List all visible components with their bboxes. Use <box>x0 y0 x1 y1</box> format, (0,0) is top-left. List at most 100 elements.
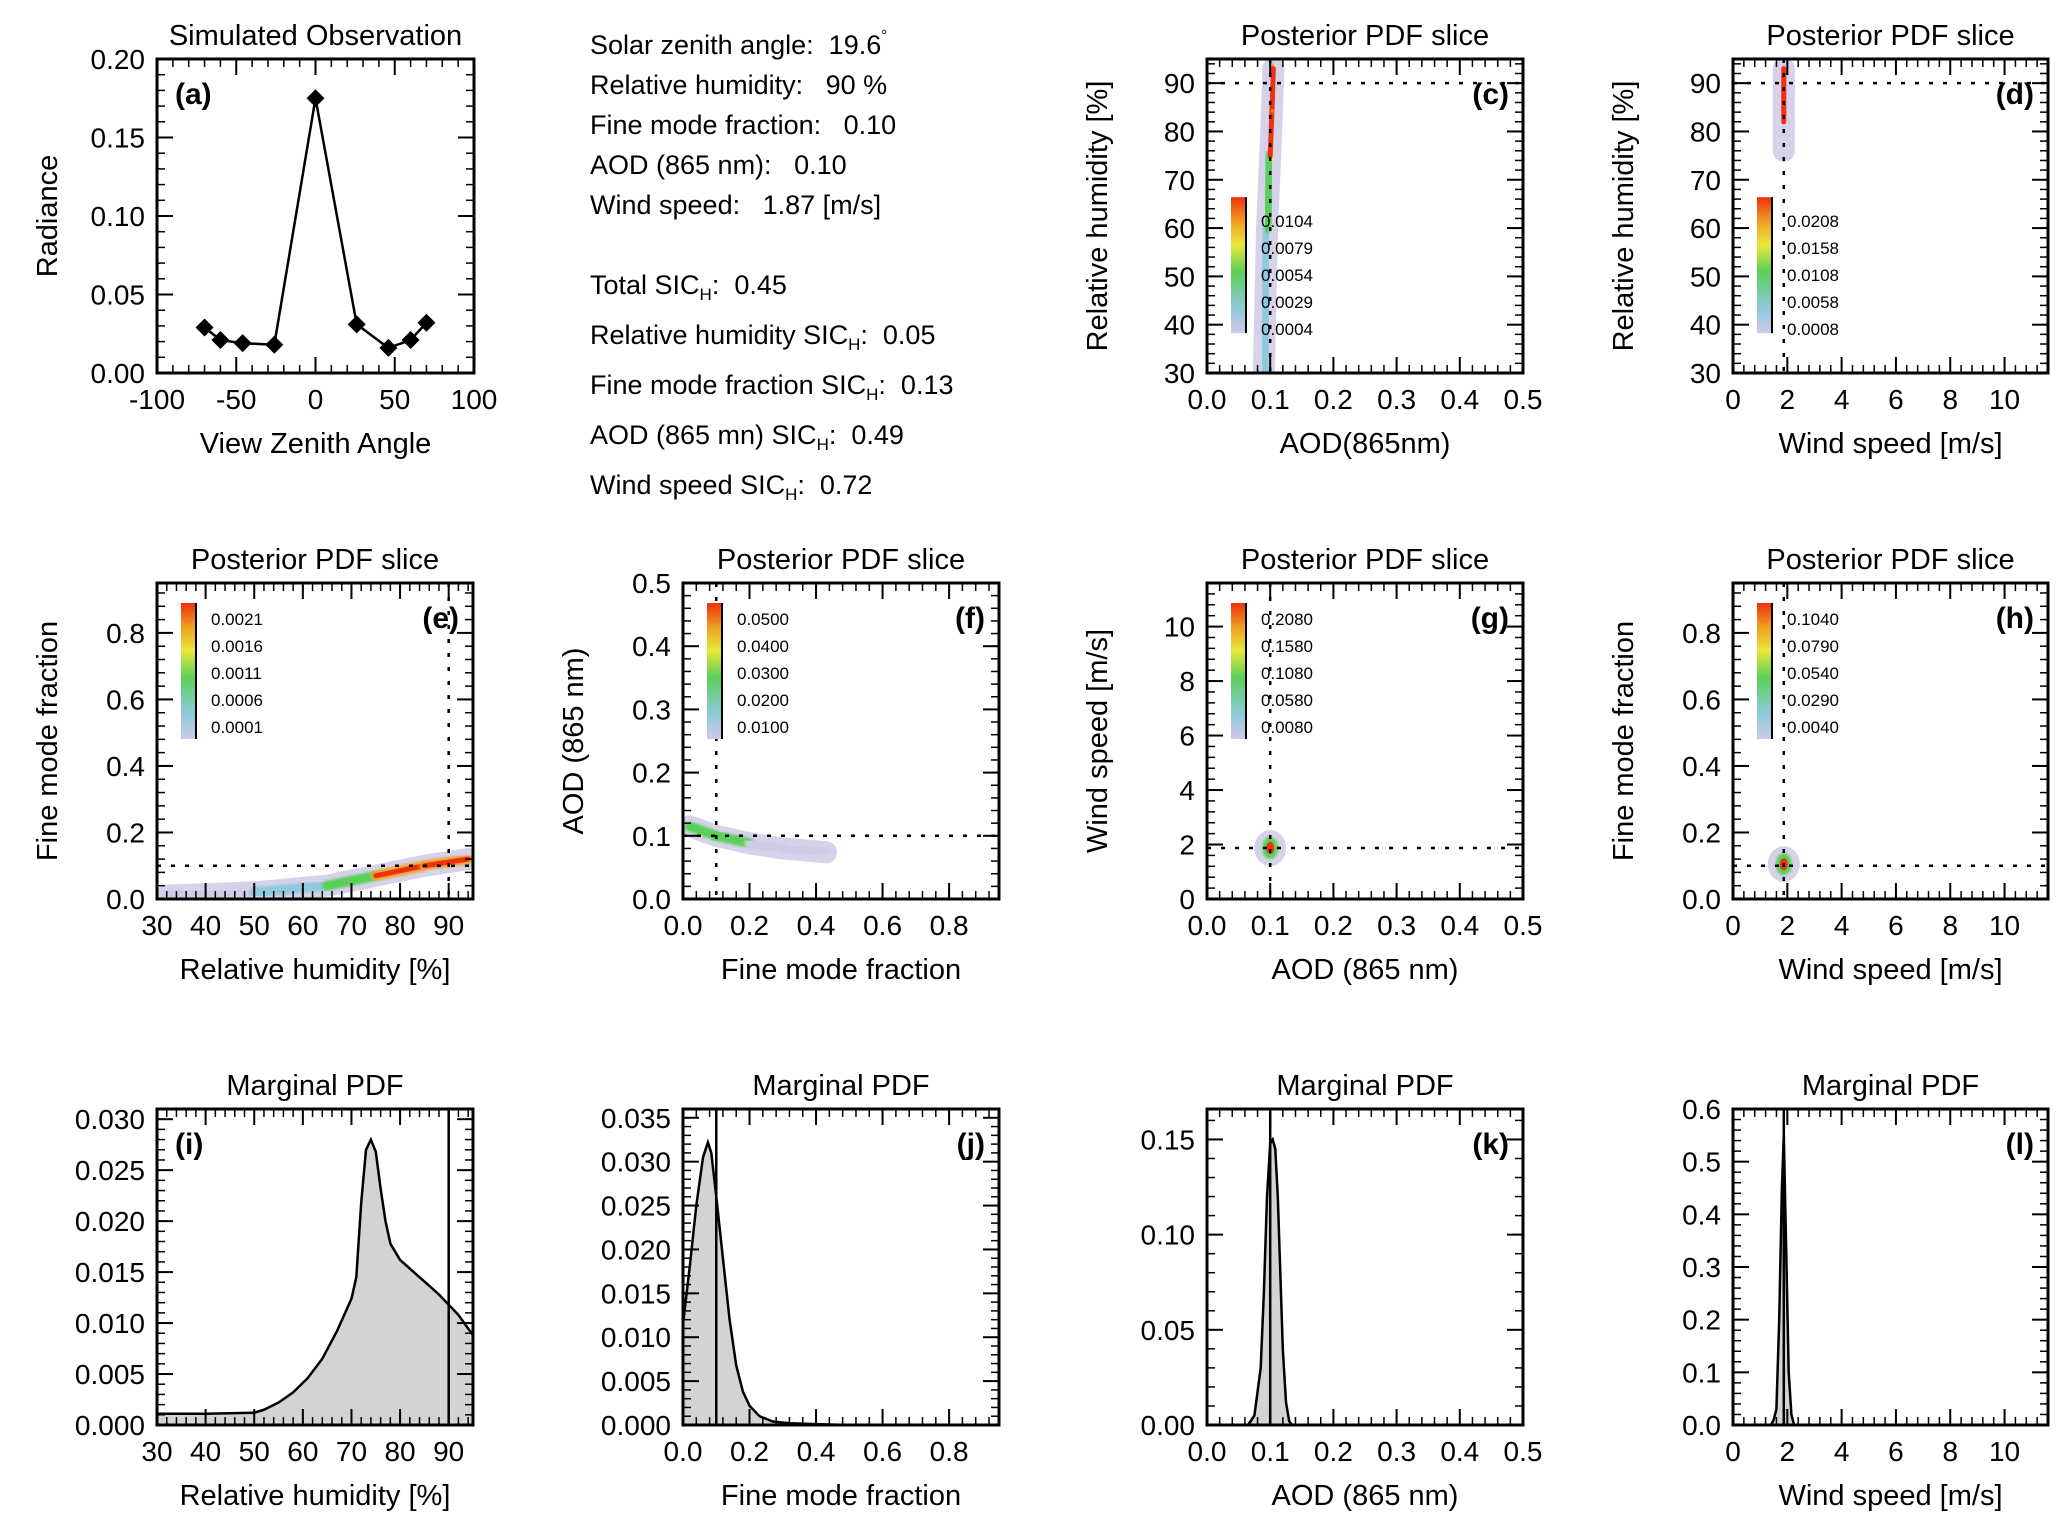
sic-subscript: H <box>848 335 861 354</box>
x-tick-label: 40 <box>190 1436 221 1467</box>
panel-title: Posterior PDF slice <box>191 544 439 576</box>
pdf-curve <box>1247 1136 1294 1425</box>
panel-label: (k) <box>1472 1128 1509 1161</box>
x-tick-label: 0.0 <box>664 1436 703 1467</box>
data-point-marker <box>265 335 284 354</box>
sic-label: Total SIC <box>590 270 700 300</box>
colorbar <box>1231 197 1245 334</box>
x-tick-label: 30 <box>141 1436 172 1467</box>
x-tick-label: 0 <box>1725 1436 1741 1467</box>
y-tick-label: 10 <box>1164 612 1195 643</box>
colorbar-tick-label: 0.0001 <box>211 718 263 737</box>
panel-label: (j) <box>957 1128 985 1161</box>
x-tick-label: 70 <box>336 1436 367 1467</box>
x-tick-label: 2 <box>1780 1436 1796 1467</box>
y-tick-label: 0.000 <box>601 1410 671 1441</box>
sic-subscript: H <box>785 485 798 504</box>
plot-frame <box>155 581 475 901</box>
y-tick-label: 0.6 <box>106 684 145 715</box>
panel-i: Marginal PDF 30 40 50 60 70 80 90 0.000 0.005 0.01… <box>75 1070 475 1512</box>
y-axis-label: AOD (865 nm) <box>558 648 590 835</box>
y-tick-label: 0.1 <box>1682 1357 1721 1388</box>
x-tick-label: 0.1 <box>1251 1436 1290 1467</box>
x-axis-label: AOD (865 nm) <box>1272 1480 1459 1512</box>
y-tick-label: 0.4 <box>106 751 145 782</box>
colorbar-tick-label: 0.1080 <box>1261 664 1313 683</box>
colorbar <box>707 603 721 739</box>
x-tick-label: 4 <box>1834 910 1850 941</box>
y-tick-label: 40 <box>1164 310 1195 341</box>
y-tick-label: 90 <box>1690 68 1721 99</box>
sic-label: Relative humidity SIC <box>590 320 849 350</box>
y-tick-label: 80 <box>1690 116 1721 147</box>
y-tick-label: 0.010 <box>75 1308 145 1339</box>
data-point-marker <box>233 334 252 353</box>
x-tick-label: 0.0 <box>664 910 703 941</box>
colorbar-tick-label: 0.0058 <box>1787 293 1839 312</box>
y-tick-label: 0.5 <box>1682 1147 1721 1178</box>
panel-label: (a) <box>175 78 212 111</box>
radiance-line <box>203 98 428 350</box>
y-tick-label: 0.020 <box>601 1234 671 1265</box>
y-tick-label: 60 <box>1690 213 1721 244</box>
y-tick-label: 0.1 <box>632 821 671 852</box>
x-tick-label: 0.6 <box>863 910 902 941</box>
data-point-marker <box>347 315 366 334</box>
panel-e: Posterior PDF slice 0.0021 0.0016 0.0011 0.0… <box>32 544 475 986</box>
sic-wind-speed: Wind speed SICH: 0.72 <box>590 470 873 504</box>
panel-title: Posterior PDF slice <box>1766 20 2014 52</box>
x-axis-label: View Zenith Angle <box>200 428 432 460</box>
y-tick-label: 0.010 <box>601 1322 671 1353</box>
fine-mode-fraction: Fine mode fraction: 0.10 <box>590 105 953 145</box>
panel-label: (c) <box>1472 78 1509 111</box>
panel-title: Marginal PDF <box>1802 1070 1979 1102</box>
x-tick-label: 0.3 <box>1377 910 1416 941</box>
colorbar-tick-label: 0.0080 <box>1261 718 1313 737</box>
relative-humidity: Relative humidity: 90 % <box>590 65 953 105</box>
sic-label: Wind speed SIC <box>590 470 786 500</box>
panel-a: Simulated Observation -100 -50 0 50 100 0.00 0.… <box>32 20 497 460</box>
x-axis-label: Fine mode fraction <box>721 1480 961 1512</box>
y-tick-label: 0.4 <box>632 631 671 662</box>
y-tick-label: 0.2 <box>632 758 671 789</box>
panel-label: (e) <box>422 602 459 635</box>
colorbar-tick-label: 0.0040 <box>1787 718 1839 737</box>
y-tick-label: 60 <box>1164 213 1195 244</box>
sic-total: Total SICH: 0.45 <box>590 270 787 304</box>
plot-area <box>683 1109 850 1425</box>
param-label: Fine mode fraction: <box>590 110 822 140</box>
y-axis-label: Relative humidity [%] <box>1082 81 1114 352</box>
x-tick-label: 0.2 <box>730 1436 769 1467</box>
colorbar <box>1757 603 1771 739</box>
panel-title: Simulated Observation <box>169 20 462 52</box>
panel-label: (h) <box>1996 602 2034 635</box>
x-tick-label: 0 <box>1725 910 1741 941</box>
density-band <box>249 880 333 898</box>
plot-area <box>1769 1109 1796 1425</box>
x-axis-label: AOD(865nm) <box>1280 428 1451 460</box>
density-band <box>1258 223 1273 373</box>
panel-d: Posterior PDF slice 0.0208 0.0158 0.0108 0.0… <box>1608 20 2050 460</box>
y-tick-label: 0.005 <box>601 1366 671 1397</box>
data-point-marker <box>379 338 398 357</box>
colorbar <box>181 603 195 739</box>
y-tick-label: 0.2 <box>1682 1305 1721 1336</box>
y-axis-label: Fine mode fraction <box>32 621 64 861</box>
colorbar-tick-label: 0.0100 <box>737 718 789 737</box>
plot-area <box>157 583 473 899</box>
param-value: 90 % <box>825 70 888 100</box>
x-tick-label: 80 <box>384 910 415 941</box>
param-label: Solar zenith angle: <box>590 30 814 60</box>
x-axis-label: AOD (865 nm) <box>1272 954 1459 986</box>
sic-value: 0.45 <box>734 270 787 300</box>
degree-symbol: ° <box>881 27 888 44</box>
sic-aod: AOD (865 mn) SICH: 0.49 <box>590 420 904 454</box>
data-point-marker <box>401 331 420 350</box>
param-value: 0.10 <box>794 150 847 180</box>
colorbar-tick-label: 0.0400 <box>737 637 789 656</box>
y-tick-label: 0.6 <box>1682 1094 1721 1125</box>
density-band <box>161 887 260 899</box>
y-tick-label: 0.05 <box>1141 1315 1196 1346</box>
x-tick-label: 0.5 <box>1504 910 1543 941</box>
x-tick-label: 10 <box>1989 384 2020 415</box>
